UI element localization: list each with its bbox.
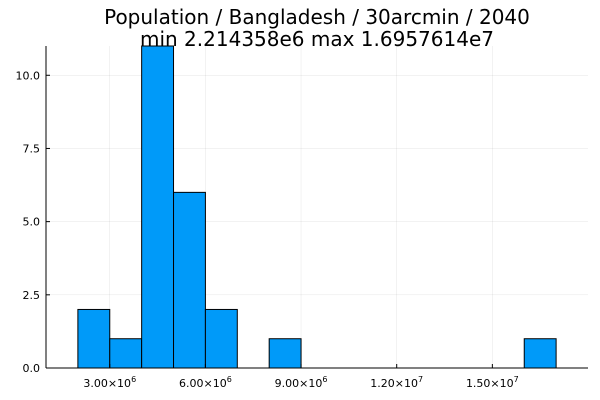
y-tick-label: 10.0 bbox=[16, 69, 41, 82]
histogram-bar bbox=[173, 191, 206, 369]
y-tick-label: 7.5 bbox=[23, 142, 41, 155]
histogram-bar bbox=[109, 338, 143, 369]
histogram-bar bbox=[523, 338, 557, 369]
chart-title: Population / Bangladesh / 30arcmin / 204… bbox=[104, 5, 530, 29]
y-tick-label: 5.0 bbox=[23, 216, 41, 229]
histogram-bar bbox=[141, 45, 175, 369]
x-tick-label: 1.20×107 bbox=[370, 375, 423, 390]
histogram-bar bbox=[268, 338, 302, 369]
x-tick-label: 9.00×106 bbox=[275, 375, 328, 390]
x-tick-label: 1.50×107 bbox=[466, 375, 519, 390]
y-tick-label: 2.5 bbox=[23, 289, 41, 302]
x-tick-label: 6.00×106 bbox=[179, 375, 232, 390]
y-tick-label: 0.0 bbox=[23, 362, 41, 375]
x-tick-label: 3.00×106 bbox=[83, 375, 136, 390]
chart-subtitle: min 2.214358e6 max 1.6957614e7 bbox=[139, 27, 494, 51]
histogram-bar bbox=[204, 308, 238, 369]
histogram-bar bbox=[77, 308, 111, 369]
